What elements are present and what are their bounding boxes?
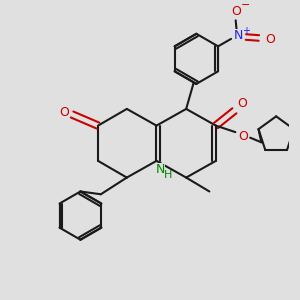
Text: +: + [242,26,250,35]
Text: N: N [234,29,243,42]
Text: H: H [164,170,173,180]
Text: O: O [59,106,69,119]
Text: O: O [265,33,275,46]
Text: O: O [239,130,249,143]
Text: O: O [237,97,247,110]
Text: N: N [155,163,165,176]
Text: O: O [231,4,241,18]
Text: −: − [241,1,250,10]
